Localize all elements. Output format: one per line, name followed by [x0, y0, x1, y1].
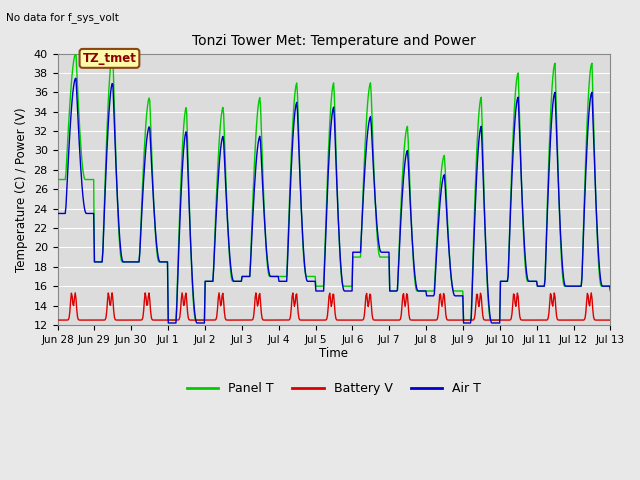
- Text: No data for f_sys_volt: No data for f_sys_volt: [6, 12, 119, 23]
- Legend: Panel T, Battery V, Air T: Panel T, Battery V, Air T: [182, 377, 486, 400]
- X-axis label: Time: Time: [319, 348, 349, 360]
- Title: Tonzi Tower Met: Temperature and Power: Tonzi Tower Met: Temperature and Power: [192, 34, 476, 48]
- Y-axis label: Temperature (C) / Power (V): Temperature (C) / Power (V): [15, 107, 28, 272]
- Text: TZ_tmet: TZ_tmet: [83, 52, 136, 65]
